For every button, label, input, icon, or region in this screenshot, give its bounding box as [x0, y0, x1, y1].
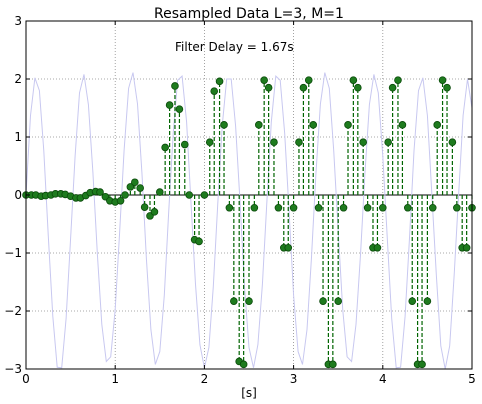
stem-marker: [423, 297, 432, 305]
chart-title: Resampled Data L=3, M=1: [154, 6, 344, 22]
x-tick-label: 4: [379, 372, 387, 386]
stem-marker: [165, 101, 174, 109]
stem-marker: [334, 297, 343, 305]
stem-marker: [150, 208, 159, 216]
stem-marker: [388, 83, 397, 92]
stem-marker: [210, 87, 219, 95]
stem-marker: [398, 121, 407, 129]
stem-marker: [121, 191, 129, 199]
stem-marker: [220, 121, 228, 129]
stem-marker: [255, 121, 263, 129]
stem-marker: [136, 184, 144, 192]
stem-marker: [299, 83, 308, 92]
original-signal-line: [25, 72, 473, 370]
stem-marker: [215, 77, 224, 86]
stem-marker: [230, 297, 238, 305]
stem-marker: [448, 138, 457, 147]
plot-series: [22, 72, 476, 370]
stem-marker: [264, 83, 273, 92]
stem-marker: [433, 121, 442, 129]
stem-marker: [116, 197, 125, 205]
stem-marker: [408, 297, 417, 305]
stem-marker: [250, 203, 259, 212]
x-tick-label: 2: [201, 372, 209, 386]
stem-marker: [344, 121, 352, 129]
stem-marker: [274, 203, 283, 212]
stem-marker: [200, 191, 209, 199]
stem-marker: [161, 143, 169, 152]
stem-marker: [314, 203, 323, 212]
y-tick-label: −2: [4, 304, 22, 318]
stem-marker: [453, 203, 461, 212]
stem-marker: [462, 243, 471, 252]
stem-marker: [359, 138, 367, 147]
stem-marker: [96, 188, 104, 196]
stem-marker: [140, 203, 149, 211]
stem-marker: [195, 237, 203, 246]
x-tick-label: 0: [22, 372, 30, 386]
x-tick-label: 5: [468, 372, 476, 386]
y-tick-label: 1: [14, 130, 22, 144]
stem-marker: [131, 178, 139, 187]
y-tick-label: −3: [4, 362, 22, 376]
stem-marker: [295, 138, 303, 147]
stem-marker: [349, 76, 358, 84]
stem-marker: [284, 243, 293, 252]
stem-marker: [289, 203, 298, 212]
stem-marker: [309, 121, 318, 129]
stem-marker: [329, 360, 337, 369]
x-tick-label: 3: [290, 372, 298, 386]
y-tick-label: −1: [4, 246, 22, 260]
stem-marker: [339, 203, 348, 212]
stem-marker: [239, 360, 248, 369]
stem-marker: [418, 360, 426, 369]
stem-marker: [260, 76, 268, 84]
stem-marker: [185, 191, 194, 199]
stem-marker: [319, 297, 327, 305]
stem-marker: [175, 105, 184, 113]
stem-marker: [126, 183, 135, 191]
stem-marker: [394, 76, 402, 84]
stem-marker: [245, 297, 253, 305]
stem-marker: [373, 243, 382, 252]
stem-marker: [205, 138, 214, 147]
stem-marker: [428, 203, 437, 212]
stem-marker: [354, 83, 362, 92]
y-tick-label: 2: [14, 72, 22, 86]
x-tick-label: 1: [111, 372, 119, 386]
stem-marker: [156, 188, 164, 196]
stem-marker: [304, 76, 313, 84]
y-tick-label: 0: [14, 188, 22, 202]
stem-marker: [270, 138, 278, 147]
chart-annotation: Filter Delay = 1.67s: [175, 40, 294, 54]
stem-marker: [443, 83, 451, 92]
y-tick-label: 3: [14, 14, 22, 28]
stem-marker: [171, 82, 179, 90]
stem-marker: [180, 140, 189, 149]
stem-marker: [363, 203, 372, 212]
x-axis-label: [s]: [241, 386, 257, 400]
stem-marker: [225, 203, 234, 212]
stem-marker: [378, 203, 387, 212]
axis-ticks: 0 1 2 3 4 5 −3 −2 −1 0 1 2 3: [4, 14, 476, 386]
stem-marker: [438, 76, 447, 84]
stem-marker: [384, 138, 392, 147]
stem-marker: [403, 203, 412, 212]
